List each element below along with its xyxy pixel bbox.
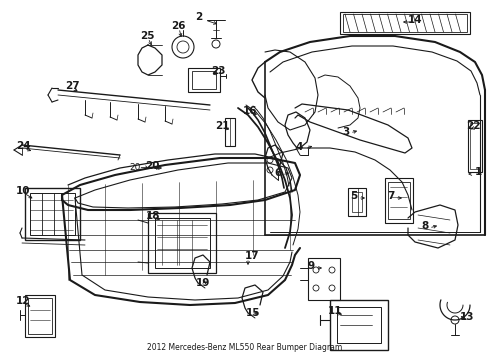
Text: 10: 10 — [16, 186, 30, 196]
Text: 12: 12 — [16, 296, 30, 306]
Text: 2012 Mercedes-Benz ML550 Rear Bumper Diagram: 2012 Mercedes-Benz ML550 Rear Bumper Dia… — [146, 343, 342, 352]
Text: 25: 25 — [140, 31, 154, 41]
Text: 5: 5 — [349, 191, 357, 201]
Bar — [187, 68, 220, 92]
Text: 8: 8 — [420, 221, 427, 231]
Text: 14: 14 — [407, 15, 422, 25]
Text: 15: 15 — [245, 308, 260, 318]
Bar — [351, 192, 361, 212]
Bar — [155, 218, 209, 268]
Bar — [25, 188, 80, 240]
Text: 26: 26 — [171, 21, 185, 31]
Text: 27: 27 — [65, 81, 80, 91]
Bar — [469, 123, 479, 169]
Text: 1: 1 — [474, 167, 481, 177]
Text: 21: 21 — [215, 121, 229, 131]
Bar — [467, 120, 481, 172]
Text: 2: 2 — [195, 12, 202, 22]
Text: 3: 3 — [341, 127, 348, 137]
Bar — [387, 182, 409, 219]
Text: 17: 17 — [244, 251, 259, 261]
Text: 9: 9 — [306, 261, 313, 271]
Text: 24: 24 — [16, 141, 31, 151]
Bar — [25, 295, 55, 337]
Bar — [224, 118, 235, 146]
Text: 13: 13 — [459, 312, 473, 322]
Bar — [342, 14, 466, 32]
Bar — [347, 188, 365, 216]
Text: 23: 23 — [210, 66, 225, 76]
Bar — [336, 307, 380, 343]
Text: 16: 16 — [243, 106, 257, 116]
Text: 20: 20 — [145, 161, 159, 171]
Bar — [148, 213, 216, 273]
Text: 22: 22 — [465, 121, 480, 131]
Bar — [384, 178, 412, 223]
Text: 19: 19 — [196, 278, 210, 288]
Text: 4: 4 — [295, 142, 303, 152]
Bar — [28, 298, 52, 334]
Text: 18: 18 — [146, 211, 160, 221]
Bar — [307, 258, 339, 300]
Bar — [192, 71, 216, 89]
Text: 11: 11 — [327, 306, 342, 316]
Text: 20→: 20→ — [129, 163, 148, 172]
Text: 7: 7 — [386, 191, 393, 201]
Bar — [339, 12, 469, 34]
Text: 6: 6 — [273, 168, 281, 178]
Bar — [30, 193, 75, 235]
Bar — [329, 300, 387, 350]
